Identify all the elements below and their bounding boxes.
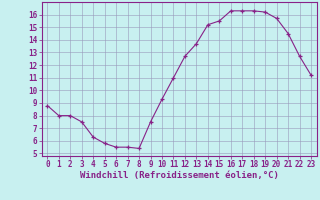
X-axis label: Windchill (Refroidissement éolien,°C): Windchill (Refroidissement éolien,°C) [80, 171, 279, 180]
